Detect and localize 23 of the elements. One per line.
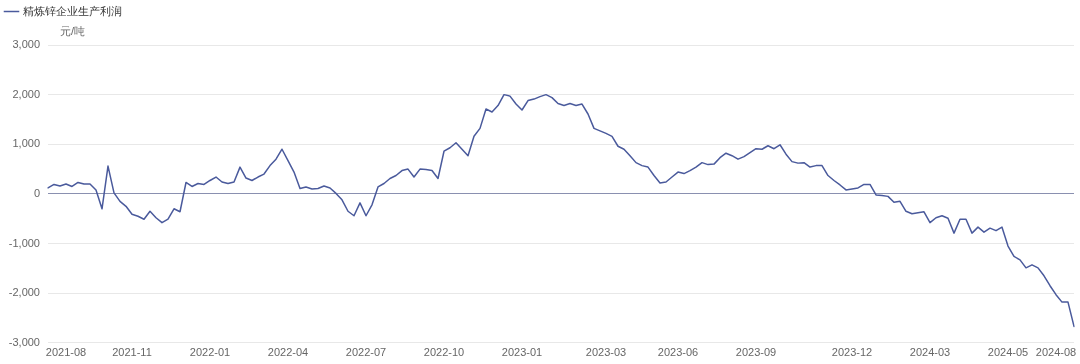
x-tick-label: 2021-08 xyxy=(45,346,87,359)
y-tick-label: -3,000 xyxy=(8,335,40,348)
x-tick-label: 2024-05 xyxy=(987,346,1029,359)
x-tick-label: 2022-04 xyxy=(267,346,309,359)
x-tick-label: 2022-01 xyxy=(189,346,231,359)
y-tick-label: 1,000 xyxy=(12,137,40,150)
y-tick-label: -2,000 xyxy=(8,286,40,299)
y-axis-title: 元/吨 xyxy=(60,25,86,37)
x-tick-label: 2021-11 xyxy=(112,346,152,359)
x-tick-label: 2023-03 xyxy=(585,346,627,359)
x-tick-label: 2022-10 xyxy=(423,346,465,359)
x-tick-label: 2023-01 xyxy=(501,346,543,359)
x-tick-label: 2024-03 xyxy=(909,346,951,359)
x-tick-label: 2024-08 xyxy=(1035,346,1077,359)
x-tick-label: 2022-07 xyxy=(345,346,387,359)
y-tick-label: -1,000 xyxy=(8,236,40,249)
x-tick-label: 2023-09 xyxy=(735,346,777,359)
y-tick-label: 2,000 xyxy=(12,87,40,100)
legend-label: 精炼锌企业生产利润 xyxy=(22,4,122,17)
y-tick-label: 3,000 xyxy=(12,38,40,51)
y-tick-label: 0 xyxy=(33,186,40,199)
x-tick-label: 2023-06 xyxy=(657,346,699,359)
x-tick-label: 2023-12 xyxy=(831,346,873,359)
